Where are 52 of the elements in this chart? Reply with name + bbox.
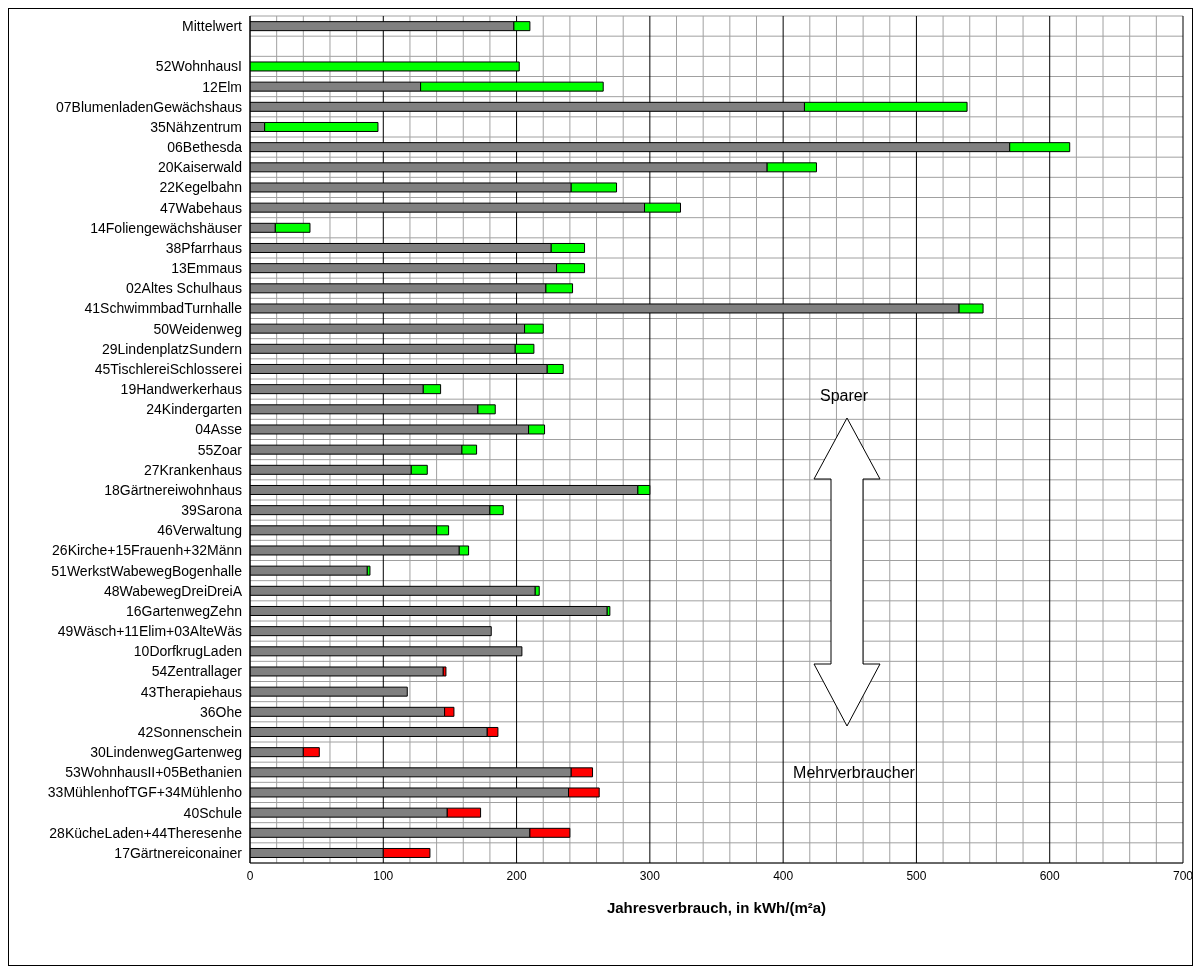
y-tick-label: 06Bethesda (167, 139, 243, 156)
y-tick-label: 30LindenwegGartenweg (90, 744, 242, 761)
x-tick-label: 100 (373, 868, 394, 883)
annotation: Sparer (819, 387, 869, 405)
y-tick-label: 28KücheLaden+44Theresenhe (49, 824, 243, 841)
y-tick-label: 35Nähzentrum (150, 118, 242, 135)
y-tick-label: 24Kindergarten (146, 401, 242, 418)
y-tick-label: 13Emmaus (171, 260, 242, 277)
y-tick-label: 20Kaiserwald (157, 159, 242, 176)
y-tick-label: 40Schule (183, 804, 243, 821)
x-axis-title: Jahresverbrauch, in kWh/(m²a) (606, 899, 827, 916)
x-tick-label: 0 (246, 868, 254, 883)
y-tick-label: 54Zentrallager (151, 663, 243, 680)
y-tick-label: 16GartenwegZehn (126, 602, 242, 619)
y-tick-label: 53WohnhausII+05Bethanien (65, 764, 242, 781)
y-tick-label: 02Altes Schulhaus (126, 280, 242, 297)
y-tick-label: 18Gärtnereiwohnhaus (104, 481, 242, 498)
y-tick-label: 04Asse (195, 421, 243, 438)
y-tick-label: 10DorfkrugLaden (133, 643, 242, 660)
y-tick-label: 26Kirche+15Frauenh+32Männ (52, 542, 242, 559)
y-tick-label: 19Handwerkerhaus (120, 381, 242, 398)
x-tick-label: 400 (773, 868, 794, 883)
y-tick-label: 42Sonnenschein (137, 723, 242, 740)
y-tick-label: 41SchwimmbadTurnhalle (84, 300, 243, 317)
x-tick-label: 500 (906, 868, 927, 883)
y-tick-label: 48WabewegDreiDreiA (104, 582, 243, 599)
y-tick-label: 39Sarona (181, 502, 243, 519)
y-tick-label: 47Wabehaus (160, 199, 242, 216)
annotation: Mehrverbraucher (792, 764, 916, 782)
y-tick-label: 51WerkstWabewegBogenhalle (51, 562, 243, 579)
y-tick-label: 45TischlereiSchlosserei (94, 360, 242, 377)
y-tick-label: 46Verwaltung (157, 522, 242, 539)
x-tick-label: 300 (639, 868, 661, 883)
y-tick-label: 22Kegelbahn (159, 179, 242, 196)
x-tick-label: 700 (1172, 868, 1194, 883)
y-tick-label: 49Wäsch+11Elim+03AlteWäs (57, 623, 242, 640)
y-tick-label: 14Foliengewächshäuser (90, 219, 243, 236)
y-tick-label: 50Weidenweg (153, 320, 242, 337)
y-tick-label: 29LindenplatzSundern (101, 340, 242, 357)
y-tick-label: 27Krankenhaus (143, 461, 242, 478)
y-tick-label: 36Ohe (199, 703, 243, 720)
x-tick-label: 200 (506, 868, 527, 883)
y-tick-label: 33MühlenhofTGF+34Mühlenho (47, 784, 243, 801)
y-tick-label: 52WohnhausI (155, 58, 242, 75)
y-tick-label: 38Pfarrhaus (165, 239, 242, 256)
y-tick-label: Mittelwert (182, 18, 243, 35)
y-tick-label: 12Elm (202, 78, 242, 95)
y-tick-label: 17Gärtnereiconainer (114, 844, 243, 861)
y-tick-label: 43Therapiehaus (140, 683, 242, 700)
x-tick-label: 600 (1039, 868, 1061, 883)
y-tick-label: 55Zoar (197, 441, 243, 458)
y-tick-label: 07BlumenladenGewächshaus (55, 98, 242, 115)
